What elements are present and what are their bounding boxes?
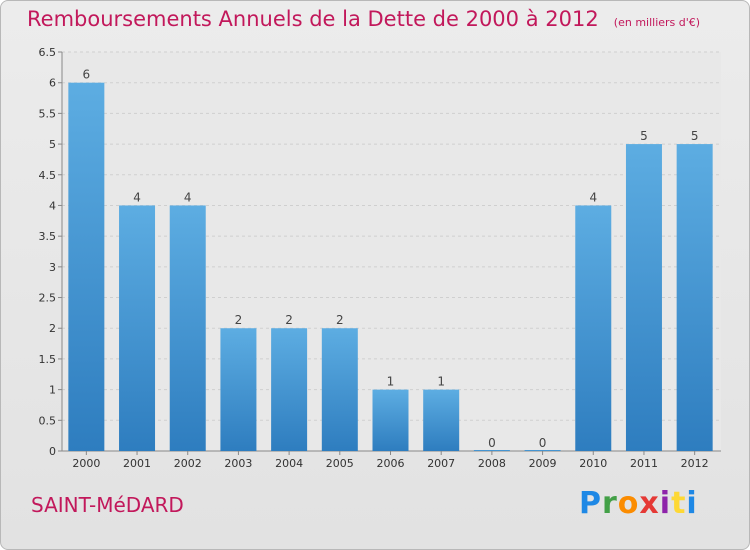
y-tick-label: 2	[49, 322, 56, 335]
logo-letter: o	[617, 486, 640, 521]
value-label: 2	[285, 313, 293, 327]
value-label: 5	[640, 129, 648, 143]
x-tick-label: 2003	[224, 457, 252, 470]
x-tick-label: 2007	[427, 457, 455, 470]
logo-letter: r	[602, 486, 618, 521]
logo-letter: t	[671, 486, 687, 521]
y-tick-label: 3	[49, 261, 56, 274]
value-label: 0	[488, 436, 496, 450]
x-tick-label: 2010	[579, 457, 607, 470]
y-tick-label: 1.5	[39, 353, 57, 366]
y-tick-label: 4	[49, 199, 56, 212]
value-label: 2	[235, 313, 243, 327]
x-tick-label: 2001	[123, 457, 151, 470]
x-tick-label: 2011	[630, 457, 658, 470]
proxiti-logo: Proxiti	[579, 486, 698, 521]
x-tick-label: 2006	[377, 457, 405, 470]
value-label: 1	[437, 375, 445, 389]
bar	[676, 144, 713, 452]
y-tick-label: 6	[49, 77, 56, 90]
logo-letter: P	[579, 486, 602, 521]
bar	[321, 328, 358, 451]
x-tick-label: 2012	[681, 457, 709, 470]
y-tick-label: 6.5	[39, 46, 57, 59]
bar	[423, 389, 460, 451]
x-tick-label: 2000	[72, 457, 100, 470]
bar	[372, 389, 409, 451]
value-label: 1	[387, 375, 395, 389]
bar	[271, 328, 308, 451]
y-tick-label: 0	[49, 445, 56, 458]
logo-letter: i	[659, 486, 672, 521]
x-tick-label: 2008	[478, 457, 506, 470]
x-tick-label: 2005	[326, 457, 354, 470]
value-label: 4	[184, 190, 192, 204]
y-tick-label: 5.5	[39, 107, 57, 120]
bar	[575, 205, 612, 451]
chart-subtitle: (en milliers d'€)	[613, 16, 701, 29]
x-tick-label: 2004	[275, 457, 303, 470]
chart-title: Remboursements Annuels de la Dette de 20…	[27, 7, 599, 31]
y-tick-label: 4.5	[39, 169, 57, 182]
bar	[220, 328, 257, 451]
chart-title-row: Remboursements Annuels de la Dette de 20…	[27, 7, 700, 31]
value-label: 2	[336, 313, 344, 327]
value-label: 6	[83, 68, 91, 82]
bar	[625, 144, 662, 452]
x-tick-label: 2009	[529, 457, 557, 470]
value-label: 4	[589, 190, 597, 204]
bar	[68, 82, 105, 451]
value-label: 5	[691, 129, 699, 143]
y-tick-label: 0.5	[39, 414, 57, 427]
bar	[473, 450, 510, 451]
y-tick-label: 2.5	[39, 292, 57, 305]
y-tick-label: 1	[49, 384, 56, 397]
y-tick-label: 5	[49, 138, 56, 151]
x-tick-label: 2002	[174, 457, 202, 470]
value-label: 4	[133, 190, 141, 204]
bar	[119, 205, 156, 451]
logo-letter: x	[639, 486, 660, 521]
bar	[169, 205, 206, 451]
value-label: 0	[539, 436, 547, 450]
y-tick-label: 3.5	[39, 230, 57, 243]
logo-letter: i	[686, 486, 698, 521]
commune-name: SAINT-MéDARD	[31, 493, 184, 517]
bar	[524, 450, 561, 451]
